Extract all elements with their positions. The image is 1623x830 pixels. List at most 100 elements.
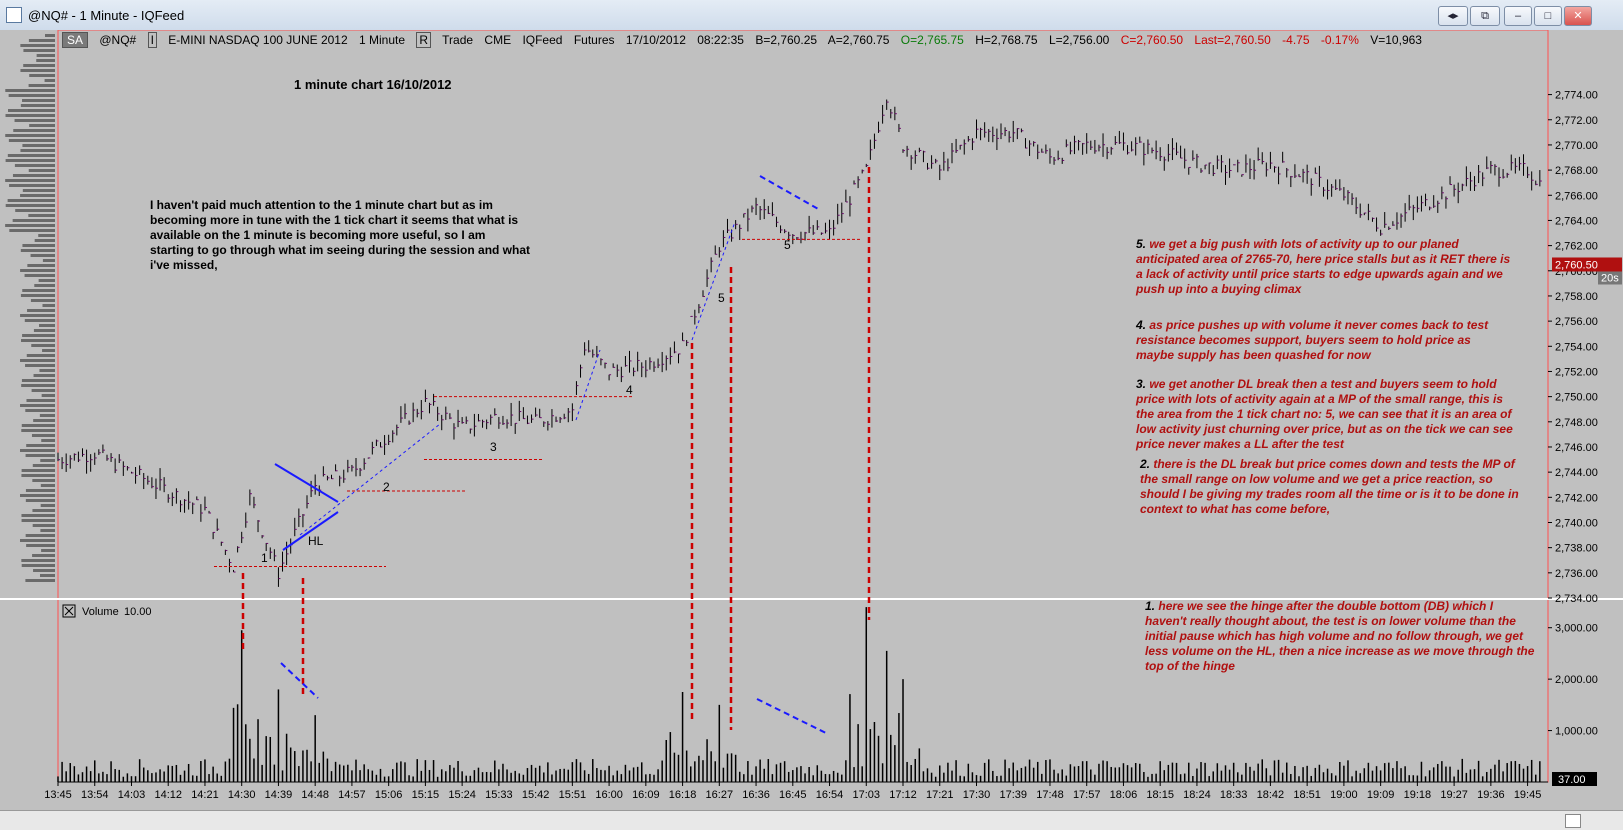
- time-tick-label: 19:45: [1514, 789, 1542, 801]
- time-tick-label: 17:57: [1073, 789, 1101, 801]
- volume-profile-bar: [7, 199, 56, 202]
- volume-profile-bar: [30, 254, 55, 257]
- change-label: -4.75: [1282, 33, 1310, 47]
- volume-profile-bar: [20, 404, 56, 407]
- volume-profile-bar: [29, 124, 55, 127]
- volume-profile-bar: [20, 269, 55, 272]
- volume-profile-bar: [8, 139, 55, 142]
- price-tick-label: 2,756.00: [1555, 316, 1598, 328]
- note-4-text: as price pushes up with volume it never …: [1136, 318, 1489, 362]
- volume-profile-bar: [41, 439, 55, 442]
- volume-profile-bar: [22, 99, 55, 102]
- volume-tick-label: 2,000.00: [1555, 674, 1598, 686]
- trade-label: Trade: [442, 33, 474, 47]
- time-tick-label: 18:33: [1220, 789, 1248, 801]
- volume-profile-bar: [21, 469, 55, 472]
- volume-profile-bar: [20, 494, 55, 497]
- volume-profile-bar: [40, 484, 55, 487]
- open-label: O=2,765.75: [900, 33, 964, 47]
- window-link-button[interactable]: ◂▸: [1438, 6, 1468, 26]
- price-tick-label: 2,738.00: [1555, 543, 1598, 555]
- last-volume-marker: [1552, 772, 1597, 786]
- volume-profile-bar: [20, 539, 55, 542]
- volume-profile-bar: [21, 564, 56, 567]
- time-tick-label: 13:54: [81, 789, 109, 801]
- volume-dashed-line: [280, 662, 319, 699]
- time-tick-label: 16:54: [816, 789, 844, 801]
- note-1-number: 1.: [1145, 599, 1156, 613]
- volume-profile-bar: [32, 554, 55, 557]
- price-tick-label: 2,736.00: [1555, 568, 1598, 580]
- note-2: 2. there is the DL break but price comes…: [1140, 457, 1520, 517]
- volume-profile-bar: [25, 454, 55, 457]
- price-tick-label: 2,764.00: [1555, 215, 1598, 227]
- volume-profile-bar: [22, 289, 56, 292]
- time-tick-label: 15:51: [559, 789, 587, 801]
- scroll-thumb[interactable]: [1565, 814, 1581, 828]
- volume-profile-bar: [26, 544, 55, 547]
- volume-profile-bar: [5, 224, 55, 227]
- horizontal-scrollbar[interactable]: [0, 810, 1623, 830]
- window-maximize-button[interactable]: □: [1534, 6, 1562, 26]
- volume-profile-bar: [13, 129, 55, 132]
- time-tick-label: 19:27: [1440, 789, 1468, 801]
- volume-panel-setting: 10.00: [124, 606, 152, 618]
- volume-profile-bar: [39, 369, 55, 372]
- interval-dropdown[interactable]: R: [416, 32, 432, 48]
- window-titlebar: @NQ# - 1 Minute - IQFeed ◂▸ ⧉ – □ ✕: [0, 0, 1623, 31]
- symbol-label[interactable]: @NQ#: [99, 33, 137, 47]
- volume-profile-bar: [33, 329, 55, 332]
- mode-dropdown[interactable]: SA: [62, 32, 89, 48]
- feed-label: IQFeed: [522, 33, 563, 47]
- window-minimize-button[interactable]: –: [1504, 6, 1532, 26]
- time-tick-label: 18:24: [1183, 789, 1211, 801]
- volume-profile-bar: [20, 194, 55, 197]
- note-1-text: here we see the hinge after the double b…: [1145, 599, 1535, 673]
- price-chart-canvas[interactable]: 1 HL 2 3 4 5 5 2,774.00 2,772.00 2,770.00 2,768.00…: [0, 30, 1623, 810]
- window-tile-button[interactable]: ⧉: [1470, 6, 1500, 26]
- supply-dashed-line: [759, 175, 821, 211]
- volume-profile-bar: [15, 209, 56, 212]
- price-tick-label: 2,772.00: [1555, 115, 1598, 127]
- change-pct-label: -0.17%: [1320, 33, 1359, 47]
- bar-timer-label: 20s: [1601, 272, 1619, 284]
- volume-profile-bar: [21, 384, 56, 387]
- hinge-line-lower: [282, 511, 339, 551]
- volume-profile-bar: [20, 294, 56, 297]
- volume-profile-bar: [33, 569, 55, 572]
- time-tick-label: 16:09: [632, 789, 660, 801]
- note-5: 5. we get a big push with lots of activi…: [1136, 237, 1511, 297]
- volume-profile-bar: [26, 399, 55, 402]
- exchange-label: CME: [484, 33, 512, 47]
- symbol-dropdown[interactable]: I: [147, 32, 157, 48]
- time-label: 08:22:35: [697, 33, 744, 47]
- volume-profile-bar: [8, 109, 55, 112]
- intro-note: I haven't paid much attention to the 1 m…: [150, 198, 531, 272]
- volume-profile-bar: [32, 524, 55, 527]
- time-tick-label: 19:09: [1367, 789, 1395, 801]
- volume-profile-bar: [23, 64, 55, 67]
- date-label: 17/10/2012: [625, 33, 686, 47]
- volume-profile-bar: [5, 159, 56, 162]
- chart-area[interactable]: 1 HL 2 3 4 5 5 2,774.00 2,772.00 2,770.00 2,768.00…: [0, 30, 1623, 810]
- time-tick-label: 19:36: [1477, 789, 1505, 801]
- price-tick-label: 2,770.00: [1555, 140, 1598, 152]
- volume-profile-bar: [22, 334, 56, 337]
- volume-profile-bar: [39, 574, 55, 577]
- volume-profile-bar: [31, 344, 55, 347]
- volume-profile-bar: [22, 144, 55, 147]
- trend-dashed-line: [299, 423, 441, 536]
- volume-profile-bar: [41, 549, 55, 552]
- time-tick-label: 14:30: [228, 789, 256, 801]
- price-tick-label: 2,740.00: [1555, 517, 1598, 529]
- price-tick-label: 2,766.00: [1555, 190, 1598, 202]
- volume-profile-bar: [30, 299, 55, 302]
- chart-label: 3: [490, 440, 497, 454]
- interval-label[interactable]: 1 Minute: [359, 33, 406, 47]
- price-tick-label: 2,754.00: [1555, 341, 1598, 353]
- window-close-button[interactable]: ✕: [1564, 6, 1592, 26]
- type-label: Futures: [573, 33, 615, 47]
- last-price-marker: [1552, 257, 1622, 272]
- instrument-description: E-MINI NASDAQ 100 JUNE 2012: [168, 33, 348, 47]
- volume-profile-bar: [21, 559, 55, 562]
